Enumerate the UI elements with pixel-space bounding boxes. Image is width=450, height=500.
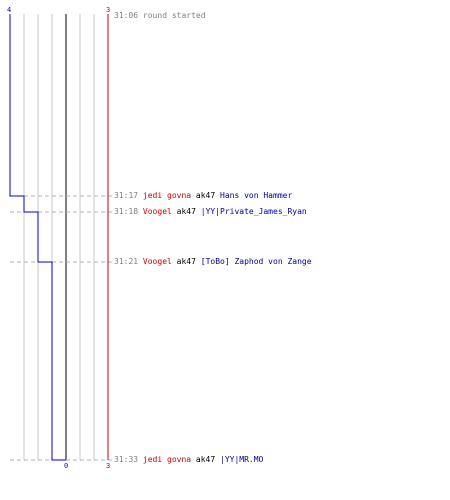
victim-name: Hans von Hammer [220, 191, 293, 200]
victim-name: |YY|MR.MO [220, 455, 264, 464]
log-entry-kill: 31:21 Voogel ak47 [ToBo] Zaphod von Zang… [114, 257, 312, 267]
victim-name: |YY|Private_James_Ryan [200, 207, 307, 216]
blue-team-step-line [9, 14, 66, 461]
victim-name: [ToBo] Zaphod von Zange [200, 257, 312, 266]
log-entry-kill: 31:33 jedi govna ak47 |YY|MR.MO [114, 455, 263, 465]
log-time: 31:17 [114, 191, 139, 200]
log-time: 31:33 [114, 455, 139, 464]
weapon-name: ak47 [176, 207, 196, 216]
killer-name: jedi govna [142, 455, 192, 464]
killer-name: Voogel [142, 207, 172, 216]
weapon-name: ak47 [195, 455, 216, 464]
blue-score-start-label: 4 [7, 6, 11, 14]
red-score-start-label: 3 [106, 6, 110, 14]
grid-lines [23, 14, 95, 460]
log-entry-kill: 31:17 jedi govna ak47 Hans von Hammer [114, 191, 292, 201]
event-guide-lines [10, 195, 112, 461]
log-entry-kill: 31:18 Voogel ak47 |YY|Private_James_Ryan [114, 207, 307, 217]
weapon-name: ak47 [195, 191, 216, 200]
log-time: 31:06 [114, 11, 139, 20]
blue-score-end-label: 0 [64, 462, 68, 470]
log-time: 31:21 [114, 257, 139, 266]
log-event-text: round started [142, 11, 206, 20]
killer-name: Voogel [142, 257, 172, 266]
log-entry-round-start: 31:06 round started [114, 11, 206, 21]
round-timeline-graph: 4 3 0 3 [7, 6, 112, 470]
weapon-name: ak47 [176, 257, 196, 266]
killer-name: jedi govna [142, 191, 192, 200]
red-score-end-label: 3 [106, 462, 110, 470]
log-time: 31:18 [114, 207, 139, 216]
